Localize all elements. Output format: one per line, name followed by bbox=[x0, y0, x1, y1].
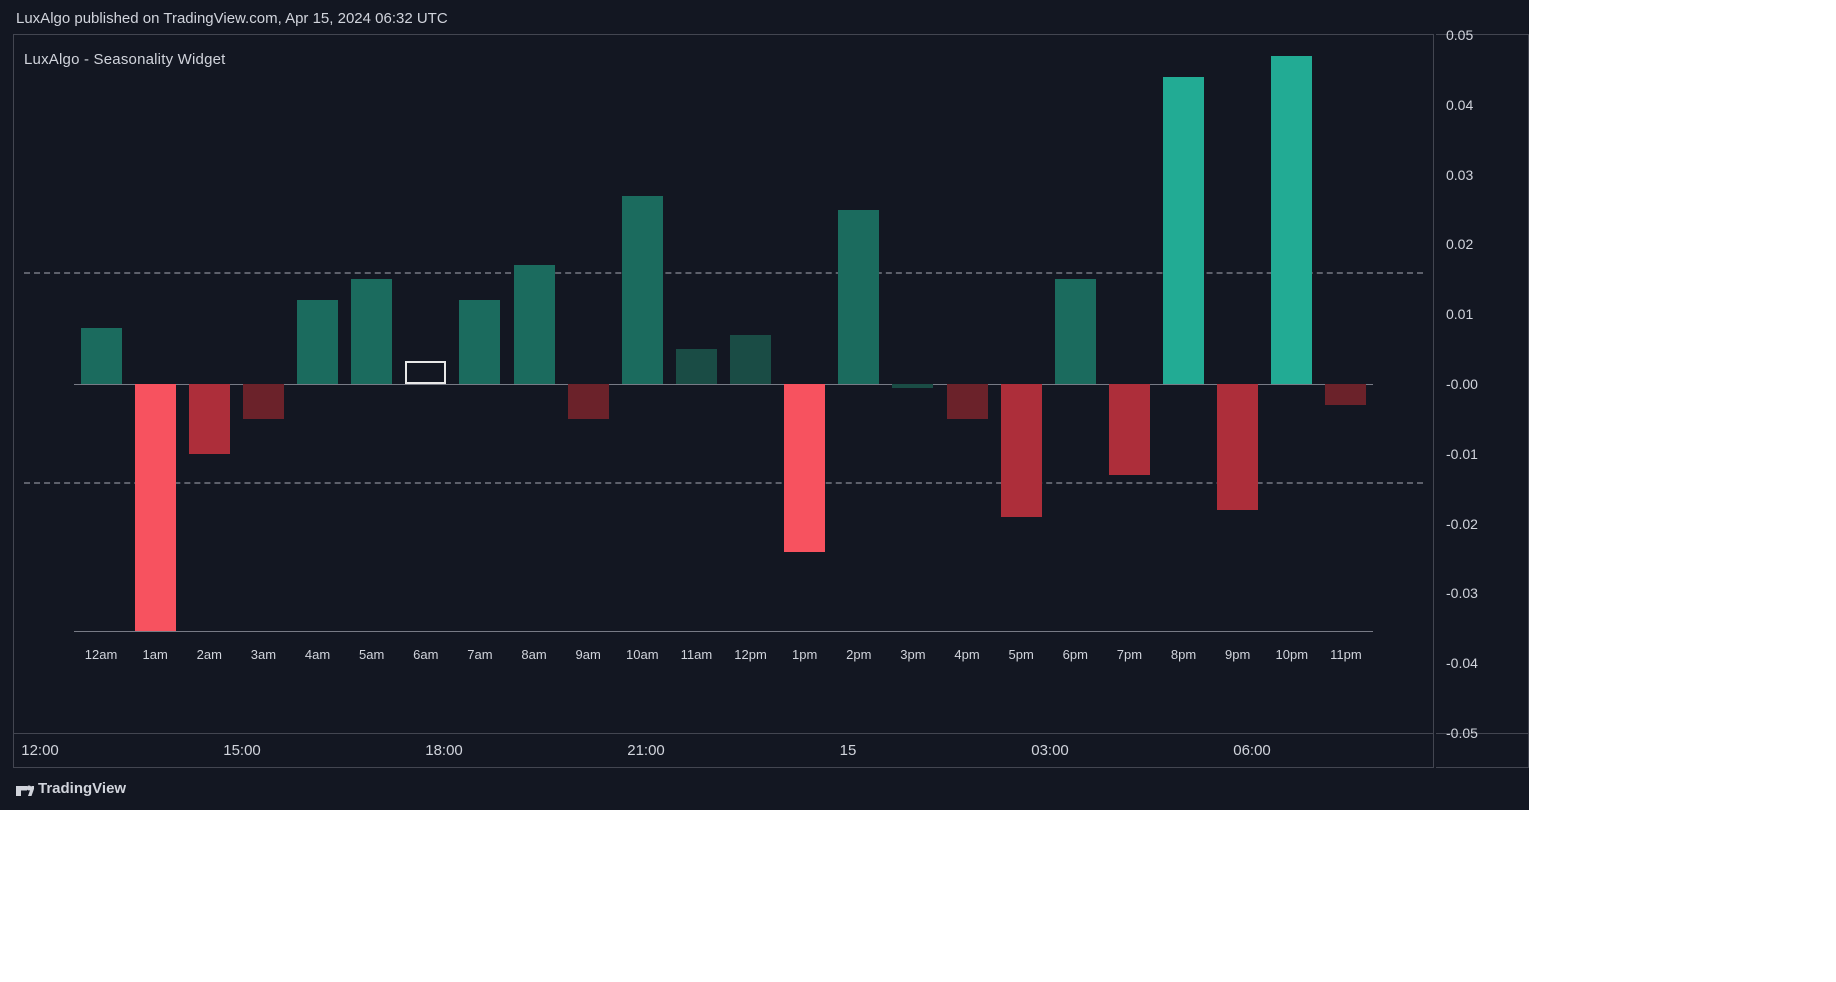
bar-5am bbox=[351, 279, 392, 384]
cat-label-3pm: 3pm bbox=[886, 647, 940, 662]
bar-xaxis-line bbox=[74, 631, 1373, 632]
y-axis[interactable]: 0.050.040.030.020.01-0.00-0.01-0.02-0.03… bbox=[1436, 34, 1529, 734]
ytick: 0.03 bbox=[1446, 167, 1473, 183]
stddev-upper bbox=[24, 272, 1423, 274]
ytick: -0.04 bbox=[1446, 655, 1478, 671]
current-hour-marker bbox=[405, 361, 446, 384]
bar-7am bbox=[459, 300, 500, 384]
cat-label-11pm: 11pm bbox=[1319, 647, 1373, 662]
axis-corner bbox=[1436, 734, 1529, 768]
chart-title: LuxAlgo - Seasonality Widget bbox=[24, 51, 226, 68]
bar-9am bbox=[568, 384, 609, 419]
cat-label-2am: 2am bbox=[182, 647, 236, 662]
ytick: -0.02 bbox=[1446, 516, 1478, 532]
time-axis[interactable]: 12:00 15:00 18:00 21:00 15 03:00 06:00 bbox=[13, 734, 1434, 768]
cat-label-10am: 10am bbox=[615, 647, 669, 662]
tradingview-logo-icon bbox=[16, 782, 34, 796]
time-tick: 18:00 bbox=[425, 742, 463, 759]
cat-label-6am: 6am bbox=[399, 647, 453, 662]
cat-label-7am: 7am bbox=[453, 647, 507, 662]
ytick: 0.04 bbox=[1446, 97, 1473, 113]
brand-footer: TradingView bbox=[16, 780, 126, 797]
cat-label-7pm: 7pm bbox=[1102, 647, 1156, 662]
time-tick: 15:00 bbox=[223, 742, 261, 759]
bar-8am bbox=[514, 265, 555, 384]
cat-label-2pm: 2pm bbox=[832, 647, 886, 662]
bar-5pm bbox=[1001, 384, 1042, 517]
time-tick: 15 bbox=[840, 742, 857, 759]
cat-label-5am: 5am bbox=[345, 647, 399, 662]
ytick: -0.03 bbox=[1446, 585, 1478, 601]
cat-label-10pm: 10pm bbox=[1265, 647, 1319, 662]
bar-1pm bbox=[784, 384, 825, 552]
cat-label-5pm: 5pm bbox=[994, 647, 1048, 662]
cat-label-4pm: 4pm bbox=[940, 647, 994, 662]
bar-2pm bbox=[838, 210, 879, 385]
plot-area[interactable]: LuxAlgo - Seasonality Widget 12am1am2am3… bbox=[13, 34, 1434, 734]
time-tick: 03:00 bbox=[1031, 742, 1069, 759]
ytick: -0.01 bbox=[1446, 446, 1478, 462]
time-tick: 12:00 bbox=[21, 742, 59, 759]
cat-label-8pm: 8pm bbox=[1157, 647, 1211, 662]
bar-4pm bbox=[947, 384, 988, 419]
cat-label-12pm: 12pm bbox=[724, 647, 778, 662]
bar-12am bbox=[81, 328, 122, 384]
cat-label-12am: 12am bbox=[74, 647, 128, 662]
chart-root: LuxAlgo published on TradingView.com, Ap… bbox=[0, 0, 1529, 810]
bar-11am bbox=[676, 349, 717, 384]
bar-3am bbox=[243, 384, 284, 419]
cat-label-1pm: 1pm bbox=[778, 647, 832, 662]
cat-label-3am: 3am bbox=[236, 647, 290, 662]
ytick: -0.00 bbox=[1446, 376, 1478, 392]
bar-10am bbox=[622, 196, 663, 384]
bar-6pm bbox=[1055, 279, 1096, 384]
cat-label-1am: 1am bbox=[128, 647, 182, 662]
bar-10pm bbox=[1271, 56, 1312, 384]
bar-8pm bbox=[1163, 77, 1204, 384]
brand-text: TradingView bbox=[38, 780, 126, 797]
publish-info: LuxAlgo published on TradingView.com, Ap… bbox=[16, 10, 448, 27]
cat-label-4am: 4am bbox=[291, 647, 345, 662]
cat-label-11am: 11am bbox=[669, 647, 723, 662]
bar-2am bbox=[189, 384, 230, 454]
bar-1am bbox=[135, 384, 176, 631]
cat-label-6pm: 6pm bbox=[1048, 647, 1102, 662]
bar-3pm bbox=[892, 384, 933, 388]
bar-12pm bbox=[730, 335, 771, 384]
ytick: 0.05 bbox=[1446, 27, 1473, 43]
stddev-lower bbox=[24, 482, 1423, 484]
time-tick: 06:00 bbox=[1233, 742, 1271, 759]
cat-label-9pm: 9pm bbox=[1211, 647, 1265, 662]
bar-4am bbox=[297, 300, 338, 384]
time-tick: 21:00 bbox=[627, 742, 665, 759]
bar-7pm bbox=[1109, 384, 1150, 475]
ytick: 0.02 bbox=[1446, 236, 1473, 252]
ytick: 0.01 bbox=[1446, 306, 1473, 322]
bar-11pm bbox=[1325, 384, 1366, 405]
cat-label-9am: 9am bbox=[561, 647, 615, 662]
cat-label-8am: 8am bbox=[507, 647, 561, 662]
bar-9pm bbox=[1217, 384, 1258, 510]
